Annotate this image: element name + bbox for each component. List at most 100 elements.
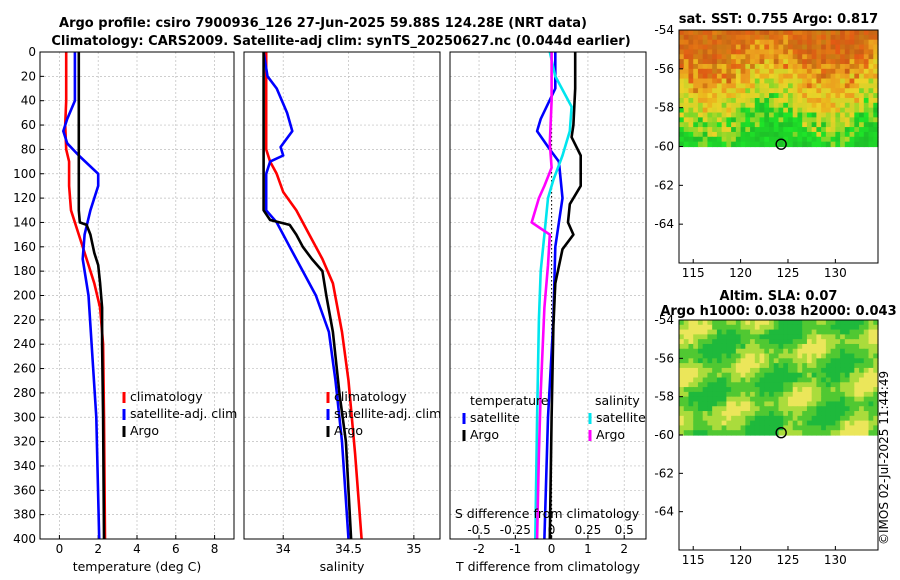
map-cell (754, 343, 761, 350)
map-cell (840, 415, 846, 422)
map-cell (825, 358, 832, 364)
map-cell (830, 78, 836, 84)
map-cell (735, 406, 742, 412)
map-cell (816, 54, 822, 60)
map-cell (731, 406, 737, 412)
map-cell (726, 93, 732, 99)
map-cell (873, 377, 879, 383)
map-cell (754, 382, 761, 388)
map-cell (731, 358, 737, 364)
map-cell (783, 363, 789, 369)
map-cell (863, 387, 870, 393)
map-cell (745, 44, 751, 51)
map-cell (854, 97, 860, 104)
map-cell (773, 401, 780, 407)
map-cell (697, 358, 704, 364)
map-cell (802, 83, 808, 89)
map-cell (830, 396, 836, 403)
map-cell (844, 334, 851, 340)
map-cell (792, 358, 799, 364)
map-cell (712, 117, 718, 123)
map-cell (726, 30, 732, 36)
map-cell (735, 387, 742, 393)
map-cell (787, 348, 794, 355)
map-cell (769, 107, 775, 114)
map-cell (679, 387, 685, 393)
map-cell (735, 141, 742, 148)
map-cell (811, 324, 818, 331)
map-cell (797, 49, 803, 55)
map-cell (735, 127, 742, 133)
map-cell (802, 415, 808, 422)
map-cell (721, 425, 727, 431)
map-cell (712, 324, 718, 331)
map-cell (802, 88, 808, 94)
map-cell (835, 83, 841, 89)
map-cell (697, 420, 704, 427)
map-cell (697, 343, 704, 350)
map-cell (769, 30, 775, 36)
map-cell (797, 68, 803, 75)
map-cell (797, 136, 803, 143)
map-cell (821, 425, 827, 431)
map-cell (835, 377, 841, 383)
map-cell (702, 63, 709, 70)
map-cell (721, 83, 727, 89)
map-cell (787, 363, 794, 369)
map-cell (679, 382, 685, 388)
map-cell (802, 102, 808, 109)
map-cell (754, 117, 761, 123)
map-cell (844, 387, 851, 393)
map-cell (712, 136, 718, 143)
map-cell (811, 425, 818, 431)
map-cell (783, 401, 789, 407)
map-cell (778, 367, 784, 374)
map-cell (712, 358, 718, 364)
map-cell (697, 117, 704, 123)
map-cell (697, 329, 704, 335)
map-cell (778, 68, 784, 75)
map-cell (859, 372, 865, 379)
map-cell (679, 324, 685, 331)
map-cell (844, 78, 851, 84)
map-cell (844, 88, 851, 94)
map-cell (697, 372, 704, 379)
map-cell (825, 391, 832, 398)
map-cell (787, 401, 794, 407)
map-cell (825, 34, 832, 41)
map-cell (759, 353, 765, 359)
series-line-argo (262, 52, 353, 540)
map-cell (707, 127, 713, 133)
map-cell (712, 339, 718, 345)
map-cell (863, 377, 870, 383)
map-cell (821, 93, 827, 99)
map-cell (797, 131, 803, 138)
map-cell (735, 63, 742, 70)
map-cell (683, 334, 690, 340)
map-cell (721, 112, 727, 118)
map-cell (802, 107, 808, 114)
map-cell (873, 102, 879, 109)
map-cell (764, 401, 770, 407)
map-cell (716, 353, 723, 359)
map-cell (683, 372, 690, 379)
map-cell (688, 391, 694, 398)
map-cell (679, 44, 685, 51)
map-cell (702, 131, 709, 138)
map-cell (863, 324, 870, 331)
map-cell (830, 136, 836, 143)
map-cell (787, 59, 794, 65)
map-cell (750, 320, 756, 326)
map-cell (754, 131, 761, 138)
map-cell (806, 107, 813, 114)
map-cell (707, 343, 713, 350)
map-y-tick-label: -58 (654, 101, 674, 115)
map-cell (868, 372, 874, 379)
map-cell (716, 363, 723, 369)
map-cell (806, 44, 813, 51)
map-cell (844, 44, 851, 51)
map-cell (726, 353, 732, 359)
map-cell (859, 127, 865, 133)
map-cell (679, 415, 685, 422)
